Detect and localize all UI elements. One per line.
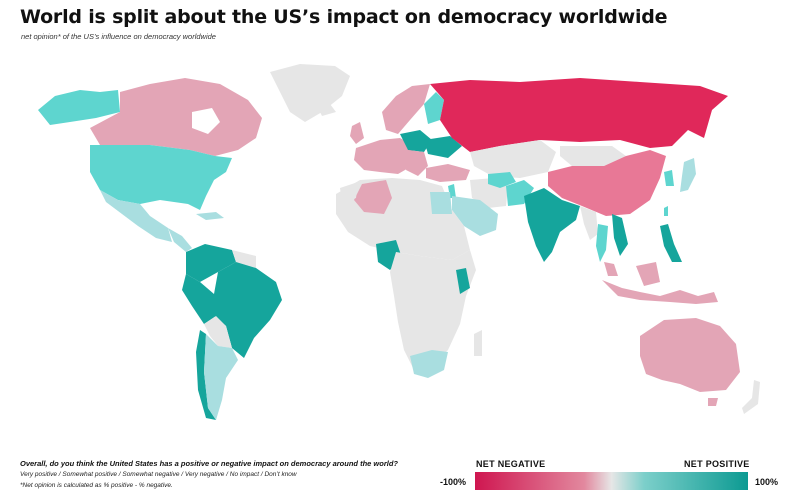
saudi-arabia (452, 196, 498, 236)
western-europe (354, 138, 414, 174)
balkans (406, 150, 428, 176)
chile (196, 330, 216, 420)
ukraine (424, 136, 462, 158)
indonesia (602, 280, 718, 304)
alaska (38, 90, 120, 125)
russia (430, 78, 728, 152)
algeria (354, 180, 392, 214)
survey-question: Overall, do you think the United States … (20, 459, 398, 468)
madagascar (474, 330, 482, 356)
canada (90, 78, 262, 156)
world-map (38, 64, 760, 420)
vietnam (612, 214, 628, 256)
footer-notes: Overall, do you think the United States … (20, 459, 440, 489)
mongolia (560, 146, 626, 166)
brazil (214, 262, 282, 358)
pakistan (506, 180, 534, 206)
thailand (596, 224, 608, 262)
chart-subtitle: net opinion* of the US’s influence on de… (21, 32, 216, 41)
afghanistan-region (488, 172, 516, 188)
philippines (660, 224, 682, 262)
central-africa (390, 250, 476, 370)
egypt (430, 192, 452, 214)
china (548, 150, 666, 216)
legend-negative-label: NET NEGATIVE (476, 459, 546, 469)
tasmania (708, 398, 718, 406)
japan (680, 158, 696, 192)
usa (90, 145, 232, 210)
chart-title: World is split about the US’s impact on … (20, 6, 668, 28)
argentina (204, 334, 238, 420)
new-zealand (742, 380, 760, 414)
footnote: *Net opinion is calculated as % positive… (20, 482, 173, 489)
kenya (456, 268, 470, 294)
central-america (168, 228, 192, 252)
morocco (340, 182, 358, 204)
iceland (318, 104, 336, 116)
uk (350, 122, 364, 144)
scandinavia (382, 84, 430, 134)
finland (424, 92, 444, 124)
turkey (426, 164, 470, 182)
answer-options: Very positive / Somewhat positive / Some… (20, 471, 297, 478)
korea (664, 170, 674, 186)
malaysia (604, 262, 618, 276)
bolivia (204, 316, 232, 348)
northern-south-america (186, 244, 236, 282)
central-asia (470, 140, 556, 178)
india (524, 188, 580, 262)
peru (182, 274, 216, 324)
taiwan (664, 206, 668, 216)
australia (640, 318, 740, 392)
south-africa (410, 350, 448, 378)
caribbean (196, 212, 224, 220)
legend-gradient-bar (475, 472, 748, 490)
legend-max-label: 100% (755, 477, 779, 487)
legend-positive-label: NET POSITIVE (684, 459, 750, 469)
mexico (100, 190, 172, 242)
legend-min-label: -100% (440, 477, 467, 487)
borneo (636, 262, 660, 286)
greenland (270, 64, 350, 122)
guianas (232, 250, 256, 268)
hudson-bay (192, 108, 220, 134)
poland (400, 130, 432, 152)
myanmar (580, 206, 598, 240)
